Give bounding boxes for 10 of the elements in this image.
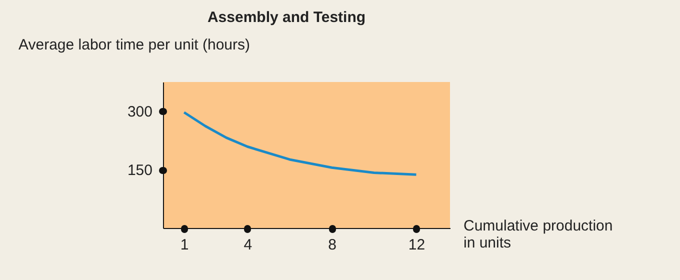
y-axis-title: Average labor time per unit (hours) (18, 36, 250, 54)
x-tick-label: 1 (180, 236, 189, 254)
x-tick-label: 4 (244, 236, 252, 254)
y-tick-label: 150 (127, 162, 152, 180)
x-tick-label: 12 (408, 236, 426, 254)
line-series (182, 111, 418, 176)
y-tick-label: 300 (127, 104, 152, 121)
chart-title: Assembly and Testing (207, 9, 366, 26)
x-axis-title: Cumulative production in units (464, 218, 613, 252)
x-tick-label: 8 (328, 236, 336, 254)
